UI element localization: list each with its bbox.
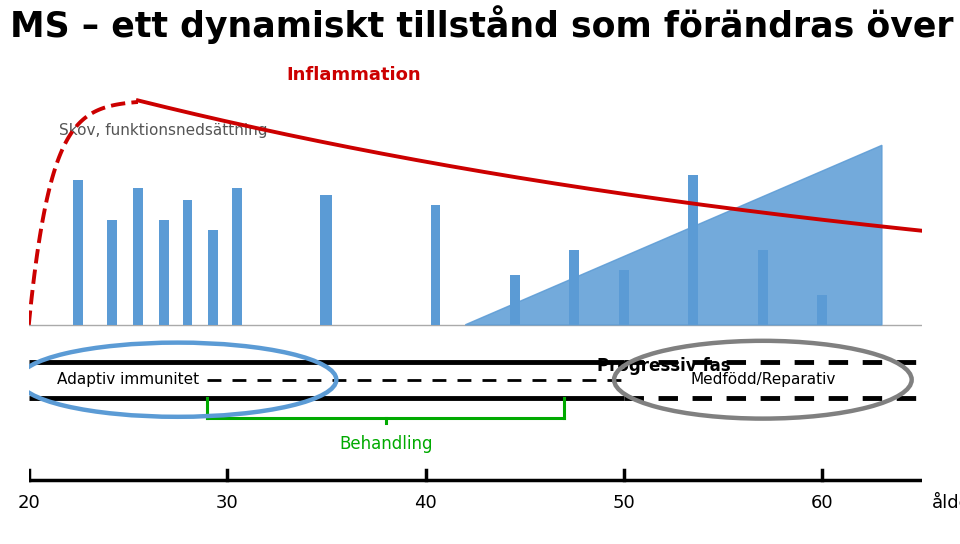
Bar (818, 295, 828, 325)
Bar (208, 230, 218, 325)
Bar (431, 205, 441, 325)
Bar (569, 250, 580, 325)
Text: Progressiv fas: Progressiv fas (597, 357, 731, 375)
Text: Behandling: Behandling (339, 435, 433, 453)
Text: Adaptiv immunitet: Adaptiv immunitet (57, 372, 199, 387)
Text: 50: 50 (612, 494, 636, 512)
Bar (510, 275, 520, 325)
Bar (758, 250, 768, 325)
Bar (73, 180, 84, 325)
Bar (688, 175, 699, 325)
Text: Inflammation: Inflammation (287, 66, 421, 84)
Text: 20: 20 (17, 494, 40, 512)
Bar (133, 188, 143, 325)
Text: 30: 30 (216, 494, 239, 512)
Bar (108, 220, 117, 325)
Text: ålder: ålder (931, 494, 960, 512)
Bar (321, 195, 332, 325)
Bar (232, 188, 242, 325)
Bar (619, 270, 629, 325)
Text: Skov, funktionsnedsättning: Skov, funktionsnedsättning (59, 123, 267, 138)
Text: MS – ett dynamiskt tillstånd som förändras över tid: MS – ett dynamiskt tillstånd som förändr… (10, 5, 960, 44)
Bar (182, 200, 192, 325)
Text: Medfödd/Reparativ: Medfödd/Reparativ (690, 372, 835, 387)
Polygon shape (466, 145, 882, 325)
Bar (158, 220, 169, 325)
Text: 40: 40 (414, 494, 437, 512)
Text: 60: 60 (811, 494, 833, 512)
